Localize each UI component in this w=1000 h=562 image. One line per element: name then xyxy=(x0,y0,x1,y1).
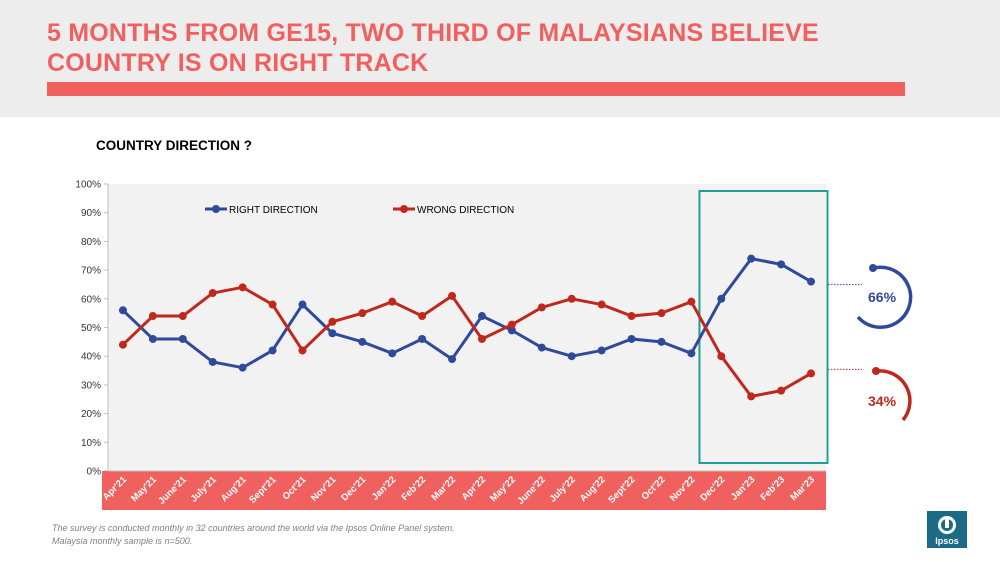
wrong-direction-point xyxy=(298,346,307,355)
wrong-direction-callout: 34% xyxy=(868,393,897,409)
right-direction-point xyxy=(298,300,307,309)
right-direction-point xyxy=(537,343,546,352)
page-title-line1: 5 MONTHS FROM GE15, TWO THIRD OF MALAYSI… xyxy=(47,19,819,47)
right-direction-callout: 66% xyxy=(868,289,897,305)
right-direction-point xyxy=(178,334,187,343)
wrong-direction-point xyxy=(268,300,277,309)
right-direction-point xyxy=(597,346,606,355)
right-direction-point xyxy=(777,260,786,269)
right-direction-point xyxy=(657,337,666,346)
wrong-direction-point xyxy=(238,283,247,292)
footnote-line1: The survey is conducted monthly in 32 co… xyxy=(52,523,455,533)
right-direction-point xyxy=(687,349,696,358)
wrong-direction-point xyxy=(777,386,786,395)
right-direction-point xyxy=(747,254,756,263)
y-tick-label: 10% xyxy=(81,438,101,449)
x-axis-band xyxy=(102,471,826,510)
header-band: 5 MONTHS FROM GE15, TWO THIRD OF MALAYSI… xyxy=(0,0,1000,117)
right-direction-point xyxy=(388,349,397,358)
wrong-direction-point xyxy=(477,334,486,343)
wrong-direction-point xyxy=(807,369,816,378)
right-direction-point xyxy=(208,357,217,366)
y-tick-label: 0% xyxy=(87,467,102,478)
wrong-direction-point xyxy=(657,309,666,318)
right-direction-point xyxy=(148,334,157,343)
right-direction-point xyxy=(358,337,367,346)
right-direction-point xyxy=(118,306,127,315)
footnote-line2: Malaysia monthly sample is n=500. xyxy=(52,536,193,546)
wrong-direction-point xyxy=(627,312,636,321)
right-callout-dot xyxy=(869,264,877,272)
wrong-direction-point xyxy=(418,312,427,321)
y-tick-label: 80% xyxy=(81,237,101,248)
wrong-direction-point xyxy=(148,312,157,321)
footnote: The survey is conducted monthly in 32 co… xyxy=(52,522,455,548)
page-title: 5 MONTHS FROM GE15, TWO THIRD OF MALAYSI… xyxy=(47,18,927,78)
y-tick-label: 30% xyxy=(81,380,101,391)
wrong-direction-point xyxy=(178,312,187,321)
right-callout-arc xyxy=(856,265,913,329)
legend-wrong-direction: WRONG DIRECTION xyxy=(417,205,514,216)
wrong-direction-point xyxy=(208,289,217,298)
wrong-direction-point xyxy=(507,320,516,329)
y-tick-label: 40% xyxy=(81,352,101,363)
title-underline-bar xyxy=(47,82,905,96)
right-direction-point xyxy=(477,312,486,321)
page-title-line2: COUNTRY IS ON RIGHT TRACK xyxy=(47,49,429,77)
right-direction-point xyxy=(238,363,247,372)
right-direction-point xyxy=(328,329,337,338)
chart-title: COUNTRY DIRECTION ? xyxy=(96,138,253,153)
wrong-direction-point xyxy=(118,340,127,349)
right-direction-point xyxy=(507,326,516,335)
y-tick-label: 50% xyxy=(81,323,101,334)
right-direction-point xyxy=(807,277,816,286)
y-tick-label: 90% xyxy=(81,208,101,219)
wrong-direction-point xyxy=(448,291,457,300)
y-tick-label: 70% xyxy=(81,266,101,277)
wrong-direction-point xyxy=(567,294,576,303)
right-direction-point xyxy=(268,346,277,355)
y-tick-label: 20% xyxy=(81,409,101,420)
wrong-direction-point xyxy=(717,352,726,361)
plot-area xyxy=(108,184,826,471)
wrong-direction-point xyxy=(388,297,397,306)
wrong-direction-point xyxy=(597,300,606,309)
right-direction-point xyxy=(717,294,726,303)
legend-right-direction: RIGHT DIRECTION xyxy=(229,205,318,216)
wrong-direction-point xyxy=(537,303,546,312)
legend-swatch-marker xyxy=(400,205,408,213)
wrong-direction-line xyxy=(121,285,812,398)
wrong-direction-point xyxy=(358,309,367,318)
ipsos-logo: Ipsos xyxy=(927,511,967,548)
wrong-direction-point xyxy=(747,392,756,401)
wrong-callout-arc xyxy=(876,369,912,422)
ipsos-logo-text: Ipsos xyxy=(935,536,959,546)
right-direction-point xyxy=(448,355,457,364)
right-direction-point xyxy=(418,334,427,343)
legend-swatch-marker xyxy=(212,205,220,213)
highlight-box xyxy=(698,190,829,464)
wrong-callout-dot xyxy=(872,367,880,375)
y-tick-label: 100% xyxy=(75,180,101,191)
wrong-direction-point xyxy=(328,317,337,326)
y-tick-label: 60% xyxy=(81,294,101,305)
wrong-direction-point xyxy=(687,297,696,306)
right-direction-line xyxy=(121,257,812,370)
right-direction-point xyxy=(567,352,576,361)
right-direction-point xyxy=(627,334,636,343)
